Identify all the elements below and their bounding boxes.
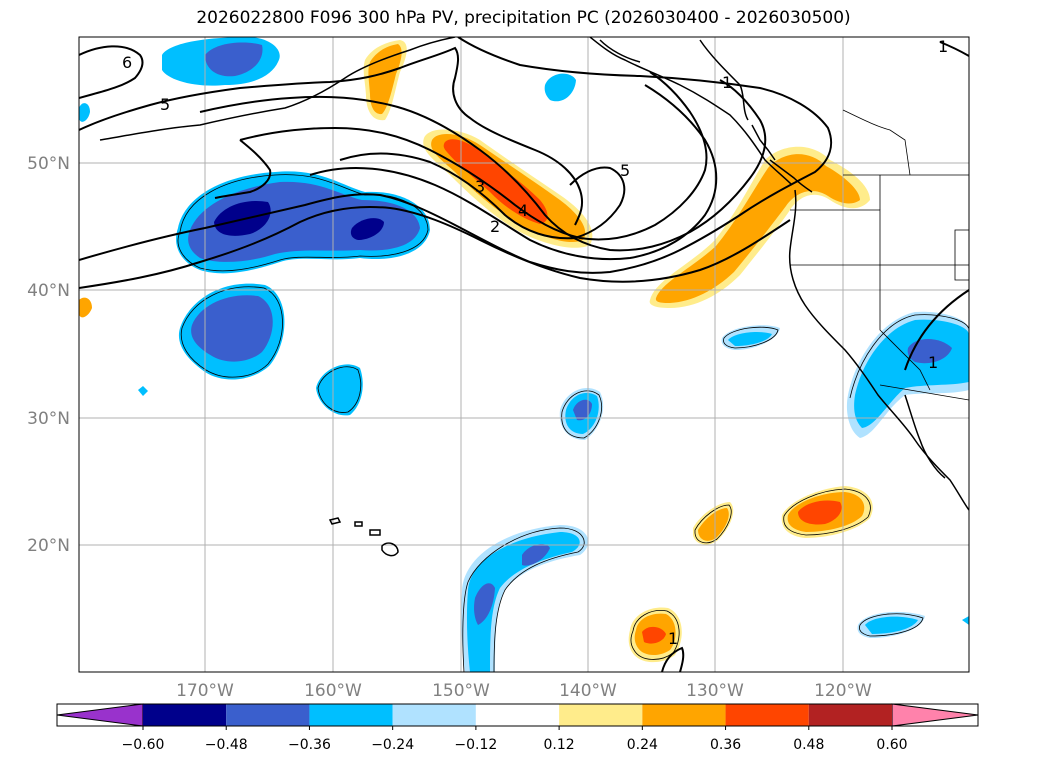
colorbar-bin xyxy=(559,704,643,726)
lat-label-40n: 40°N xyxy=(27,281,70,301)
pv-contour-4 xyxy=(214,139,272,199)
colorbar-tick-label: 0.60 xyxy=(876,737,907,753)
pv-contour-3 xyxy=(239,71,708,241)
colorbar-tick-label: 0.36 xyxy=(710,737,741,753)
colorbar-tick-label: −0.60 xyxy=(122,737,165,753)
colorbar-bin xyxy=(143,704,227,726)
pv-contour-1b xyxy=(79,205,791,289)
pv-contour-2 xyxy=(199,79,767,252)
pv-contour-5-west xyxy=(79,46,584,226)
colorbar-tick-label: −0.36 xyxy=(288,737,331,753)
colorbar-bin xyxy=(642,704,726,726)
plot-frame xyxy=(78,36,970,673)
contour-label-1-north: 1 xyxy=(722,73,732,92)
lon-label-120w: 120°W xyxy=(814,681,872,701)
lon-label-170w: 170°W xyxy=(176,681,234,701)
graticule xyxy=(79,37,969,672)
colorbar-tick-label: 0.48 xyxy=(793,737,824,753)
colorbar-bin xyxy=(226,704,310,726)
pv-contour-6 xyxy=(79,45,144,99)
political-borders xyxy=(790,109,969,401)
longitude-labels: 170°W 160°W 150°W 140°W 130°W 120°W xyxy=(176,681,872,701)
contour-label-4: 4 xyxy=(518,201,528,220)
lat-label-30n: 30°N xyxy=(27,409,70,429)
contour-label-5-east: 5 xyxy=(620,161,630,180)
lat-label-20n: 20°N xyxy=(27,536,70,556)
map-title: 2026022800 F096 300 hPa PV, precipitatio… xyxy=(196,8,851,28)
colorbar-bin xyxy=(475,704,560,726)
precip-outlines xyxy=(177,174,969,672)
precip-shading xyxy=(79,37,969,672)
colorbar-tick-label: 0.24 xyxy=(627,737,658,753)
contour-label-1-east: 1 xyxy=(928,353,938,372)
colorbar-bin xyxy=(309,704,393,726)
plot-area: 6 5 1 1 5 3 4 2 1 1 xyxy=(79,37,969,672)
colorbar-tick-label: −0.24 xyxy=(371,737,414,753)
contour-label-5: 5 xyxy=(160,95,170,114)
colorbar-tick-label: 0.12 xyxy=(544,737,575,753)
colorbar-bin xyxy=(392,704,476,726)
pv-contour-4b xyxy=(309,84,718,261)
colorbar-tick-label: −0.12 xyxy=(454,737,497,753)
contour-label-1-south: 1 xyxy=(668,629,678,648)
colorbar-extend-high xyxy=(891,703,979,727)
contour-label-2: 2 xyxy=(490,217,500,236)
pv-contour-1-east xyxy=(79,37,833,274)
contour-label-1-corner: 1 xyxy=(938,37,948,56)
lat-label-50n: 50°N xyxy=(27,154,70,174)
contour-labels: 6 5 1 1 5 3 4 2 1 1 xyxy=(122,37,948,648)
precip-neg-small-1 xyxy=(316,364,363,416)
contour-label-3: 3 xyxy=(475,177,485,196)
lon-label-160w: 160°W xyxy=(304,681,362,701)
lon-label-140w: 140°W xyxy=(559,681,617,701)
lon-label-150w: 150°W xyxy=(432,681,490,701)
colorbar-frame xyxy=(56,703,979,727)
pv-contour-top-right xyxy=(939,41,969,57)
contour-label-6: 6 xyxy=(122,53,132,72)
pv-contour-south-hook xyxy=(661,646,685,672)
colorbar-extend-low xyxy=(56,703,144,727)
lon-label-130w: 130°W xyxy=(686,681,744,701)
colorbar-bin xyxy=(808,704,892,726)
pv-contour-east-low xyxy=(904,289,969,371)
pv-contour-5-east xyxy=(339,152,626,240)
colorbar-tick-label: −0.48 xyxy=(205,737,248,753)
colorbar-bin xyxy=(725,704,809,726)
pv-contours xyxy=(79,37,969,672)
latitude-labels: 50°N 40°N 30°N 20°N xyxy=(27,154,70,556)
colorbar: −0.60 −0.48 −0.36 −0.24 −0.12 0.12 0.24 0.36 0.4… xyxy=(56,703,979,753)
